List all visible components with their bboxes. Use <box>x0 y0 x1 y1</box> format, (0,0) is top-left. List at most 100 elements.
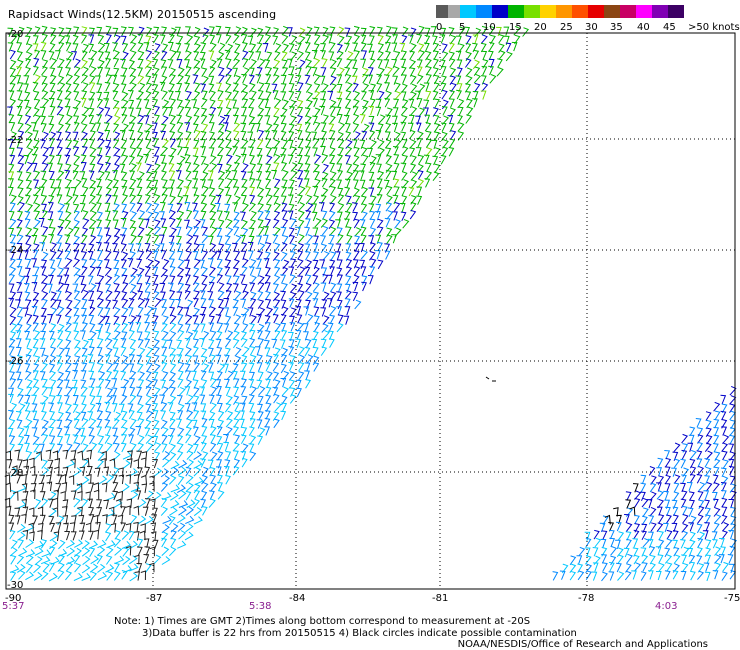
wind-barb <box>680 458 687 469</box>
wind-barb <box>697 505 705 516</box>
wind-barb <box>432 155 439 166</box>
wind-barb <box>304 74 311 85</box>
wind-barb <box>289 394 297 404</box>
wind-barb <box>88 482 95 492</box>
wind-barb <box>121 251 129 262</box>
wind-barb <box>721 403 728 414</box>
wind-barb <box>96 354 104 364</box>
wind-barb <box>113 203 120 213</box>
wind-barb <box>76 482 83 493</box>
wind-barb <box>482 59 489 69</box>
scale-label: 40 <box>637 22 650 33</box>
wind-barb <box>23 99 30 110</box>
wind-barb <box>713 458 721 468</box>
wind-barb <box>288 123 295 134</box>
wind-barb <box>416 33 423 44</box>
wind-barb <box>201 474 208 485</box>
wind-barb <box>647 538 654 549</box>
wind-barb <box>41 251 49 262</box>
wind-barb <box>232 218 240 229</box>
wind-barb <box>97 323 104 333</box>
wind-barb <box>31 410 38 420</box>
wind-barb <box>81 34 88 44</box>
wind-barb <box>65 147 72 158</box>
wind-barb <box>138 210 146 220</box>
wind-barb <box>145 490 154 500</box>
wind-barb <box>49 370 57 380</box>
wind-barb <box>33 90 40 101</box>
wind-barb <box>440 122 447 132</box>
wind-barb <box>232 242 238 253</box>
wind-barb <box>201 250 209 260</box>
wind-barb <box>128 434 135 444</box>
wind-barb <box>248 67 255 77</box>
wind-barb <box>153 354 160 365</box>
wind-barb <box>56 154 62 165</box>
wind-barb <box>383 59 390 69</box>
lat-lon-grid <box>6 33 735 589</box>
wind-barb <box>186 450 194 460</box>
map-frame <box>5 32 736 590</box>
wind-barb <box>96 426 103 436</box>
wind-barb <box>223 114 230 125</box>
wind-barb <box>52 507 59 517</box>
wind-barb <box>178 530 187 540</box>
wind-barb <box>319 138 326 148</box>
wind-barb <box>89 322 96 333</box>
wind-barb <box>32 363 40 373</box>
wind-barb <box>695 418 702 428</box>
wind-barb <box>354 50 360 60</box>
wind-barb <box>441 89 448 100</box>
wind-barb <box>145 107 152 118</box>
wind-barb <box>256 154 263 164</box>
wind-barb <box>223 323 230 333</box>
wind-barb <box>208 339 215 349</box>
wind-barb <box>168 443 177 454</box>
wind-barb <box>280 299 287 309</box>
wind-barb <box>306 65 312 76</box>
wind-barb <box>617 554 624 565</box>
wind-barb <box>217 146 225 156</box>
wind-barb <box>177 210 185 221</box>
wind-barb <box>353 90 361 101</box>
wind-barb <box>32 130 39 140</box>
wind-barb <box>330 251 337 262</box>
wind-barb <box>351 59 358 69</box>
wind-barb <box>313 73 321 84</box>
wind-barb <box>440 82 447 93</box>
wind-barb <box>97 163 104 173</box>
wind-barb <box>729 434 736 445</box>
wind-barb <box>121 185 128 196</box>
wind-barb <box>337 193 345 204</box>
wind-barb <box>113 283 120 293</box>
wind-barb <box>161 524 170 534</box>
wind-barb <box>209 203 217 214</box>
wind-barb <box>345 243 352 253</box>
wind-barb <box>112 90 119 100</box>
wind-barb <box>73 121 80 132</box>
wind-barb <box>158 234 165 244</box>
wind-barb <box>264 347 271 357</box>
wind-barb <box>384 217 391 228</box>
wind-barb <box>282 59 288 70</box>
wind-barb <box>264 130 271 140</box>
wind-barb <box>208 187 216 197</box>
wind-barb <box>274 379 281 390</box>
wind-barb <box>9 251 16 261</box>
wind-barb <box>112 434 119 445</box>
wind-barb <box>408 59 417 69</box>
wind-barb <box>201 233 209 244</box>
wind-barb <box>23 426 30 436</box>
wind-barb <box>392 34 399 44</box>
wind-barb <box>121 91 129 102</box>
wind-barb <box>249 329 256 340</box>
wind-barb <box>385 41 391 52</box>
wind-barb <box>265 123 273 133</box>
wind-barb <box>50 58 58 68</box>
wind-barb <box>280 91 287 101</box>
wind-barb <box>114 546 123 556</box>
wind-barb <box>305 121 311 132</box>
wind-barb <box>224 266 231 276</box>
wind-barb <box>39 347 46 357</box>
wind-barb <box>48 50 55 61</box>
